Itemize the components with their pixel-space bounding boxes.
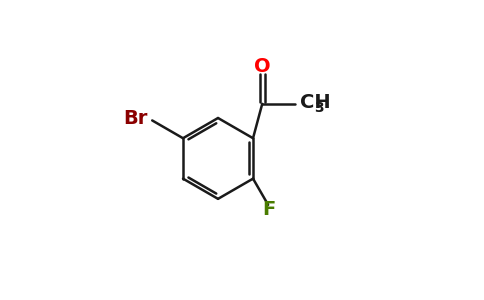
Text: 3: 3 bbox=[314, 101, 323, 115]
Text: CH: CH bbox=[300, 93, 330, 112]
Text: Br: Br bbox=[124, 109, 148, 128]
Text: F: F bbox=[263, 200, 276, 219]
Text: O: O bbox=[254, 57, 271, 76]
